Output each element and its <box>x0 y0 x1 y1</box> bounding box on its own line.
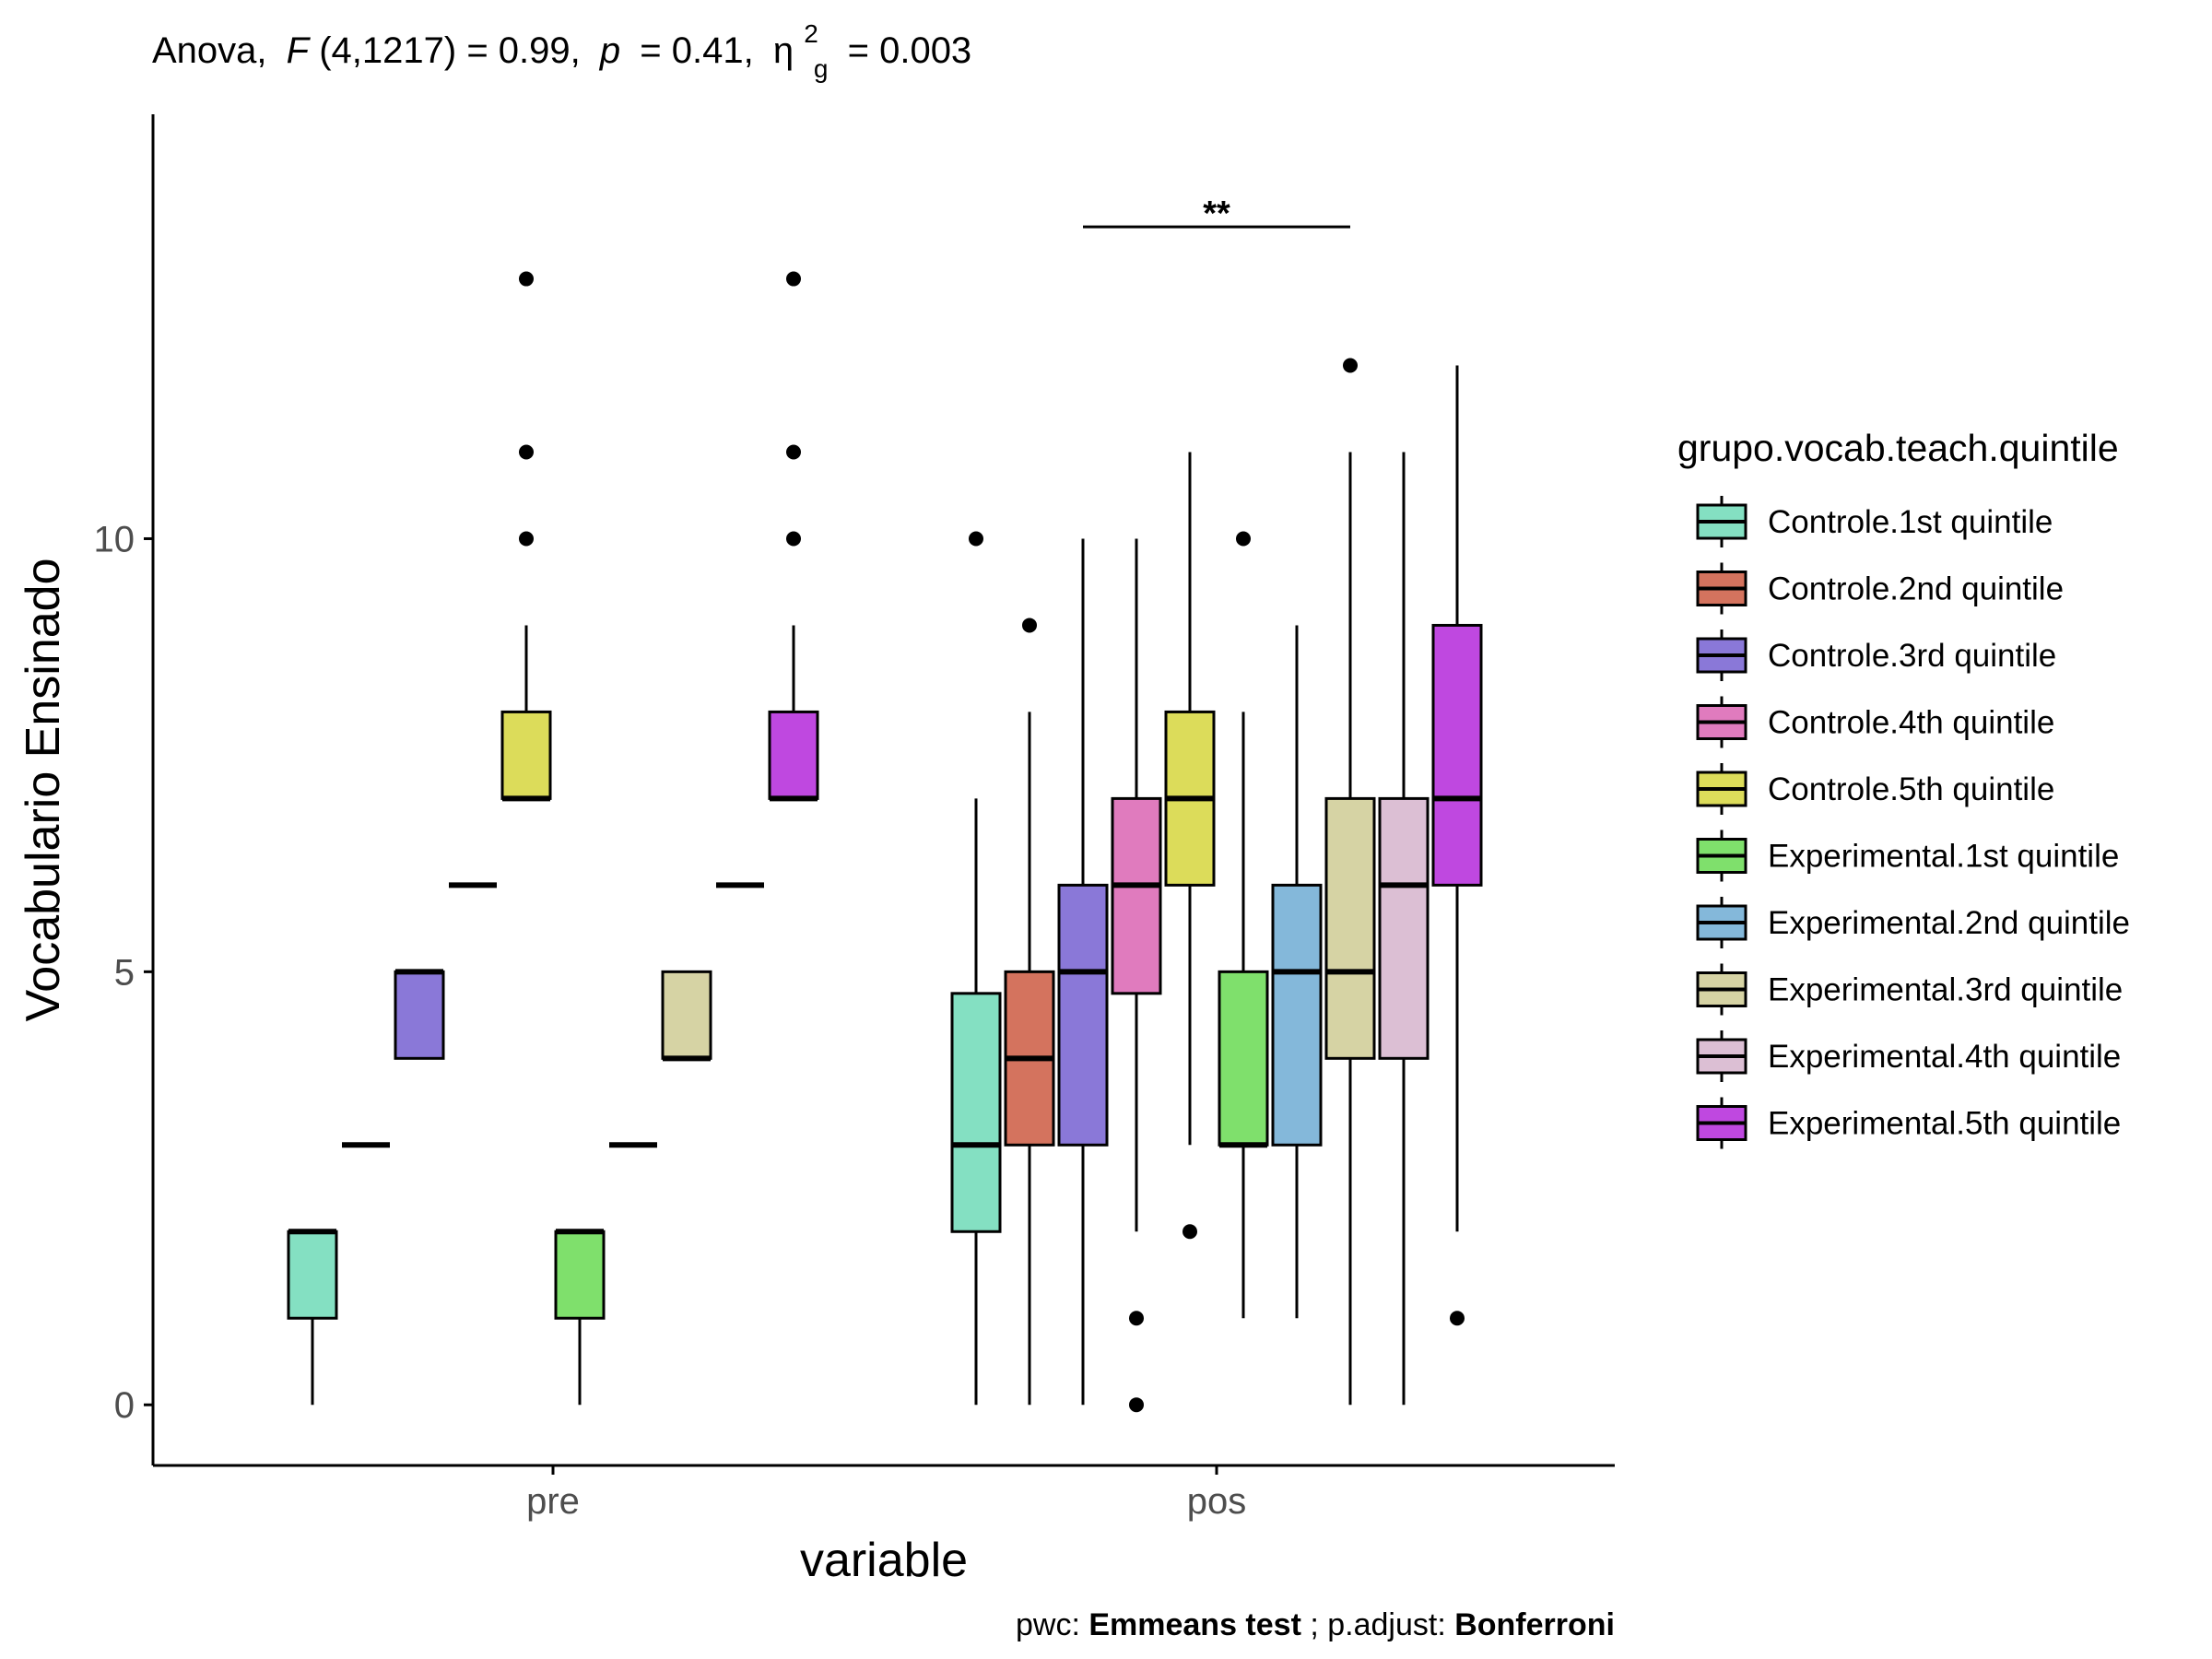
caption: pwc: Emmeans test ; p.adjust: Bonferroni <box>1016 1607 1615 1642</box>
x-tick-label: pos <box>1187 1481 1247 1522</box>
legend-item: Controle.4th quintile <box>1696 696 2054 748</box>
legend-label: Controle.3rd quintile <box>1768 638 2056 674</box>
box-pos-3 <box>1057 538 1109 1406</box>
y-axis-title: Vocabulario Ensinado <box>17 558 70 1021</box>
box-pre-6 <box>554 1229 606 1406</box>
box-body <box>1324 796 1376 1060</box>
box-pos-2 <box>1004 618 1055 1406</box>
outlier-point <box>786 531 801 547</box>
legend: grupo.vocab.teach.quintile Controle.1st … <box>1677 427 2130 1149</box>
legend-label: Controle.2nd quintile <box>1768 571 2064 607</box>
legend-item: Experimental.5th quintile <box>1696 1097 2121 1149</box>
legend-label: Experimental.3rd quintile <box>1768 972 2123 1008</box>
outlier-point <box>786 271 801 287</box>
y-tick-label: 0 <box>114 1385 135 1426</box>
legend-label: Controle.1st quintile <box>1768 504 2053 540</box>
title-prefix: Anova, <box>152 30 267 71</box>
box-body <box>950 992 1002 1233</box>
outlier-point <box>1129 1311 1144 1326</box>
y-tick-label: 10 <box>94 519 135 559</box>
box-body <box>1378 796 1430 1060</box>
box-pre-5 <box>500 271 552 802</box>
caption-sep: ; p.adjust: <box>1310 1607 1454 1642</box>
plot-area: ** <box>287 194 1483 1413</box>
legend-item: Experimental.4th quintile <box>1696 1030 2121 1082</box>
box-pre-8 <box>661 970 712 1062</box>
box-pos-9 <box>1378 452 1430 1406</box>
box-body <box>554 1230 606 1320</box>
outlier-point <box>1450 1311 1465 1326</box>
legend-item: Controle.3rd quintile <box>1696 629 2056 681</box>
box-pos-10 <box>1431 365 1483 1326</box>
box-pre-1 <box>287 1229 338 1406</box>
legend-item: Experimental.2nd quintile <box>1696 897 2130 948</box>
title-f-args: (4,1217) = 0.99, <box>319 30 581 71</box>
caption-adjust-value: Bonferroni <box>1454 1607 1615 1642</box>
box-body <box>1431 623 1483 887</box>
legend-item: Experimental.1st quintile <box>1696 830 2119 882</box>
box-body <box>1111 796 1162 995</box>
box-pos-7 <box>1271 625 1323 1319</box>
legend-item: Experimental.3rd quintile <box>1696 963 2123 1016</box>
outlier-point <box>519 271 534 287</box>
significance-label: ** <box>1203 194 1230 233</box>
outlier-point <box>519 531 534 547</box>
box-pre-3 <box>394 969 445 1060</box>
caption-pwc-value: Emmeans test <box>1088 1607 1301 1642</box>
box-pos-5 <box>1164 452 1216 1240</box>
outlier-point <box>1022 618 1037 633</box>
title-eta-sub: g <box>814 54 829 83</box>
box-body <box>287 1230 338 1320</box>
box-pos-8 <box>1324 358 1376 1406</box>
title-f-symbol: F <box>287 30 312 71</box>
box-pos-1 <box>950 531 1002 1406</box>
outlier-point <box>1343 358 1358 373</box>
outlier-point <box>1236 531 1251 547</box>
box-pos-6 <box>1218 531 1269 1319</box>
legend-label: Experimental.5th quintile <box>1768 1106 2121 1142</box>
y-tick-label: 5 <box>114 952 135 993</box>
legend-label: Experimental.4th quintile <box>1768 1039 2121 1075</box>
caption-pwc-label: pwc: <box>1016 1607 1088 1642</box>
legend-item: Controle.1st quintile <box>1696 496 2053 547</box>
legend-label: Experimental.2nd quintile <box>1768 905 2130 941</box>
x-ticks: pre pos <box>526 1465 1246 1522</box>
box-pos-4 <box>1111 538 1162 1413</box>
outlier-point <box>786 444 801 460</box>
y-ticks: 0 5 10 <box>94 519 153 1426</box>
box-body <box>1271 883 1323 1147</box>
outlier-point <box>519 444 534 460</box>
title-eta-sup: 2 <box>804 19 818 48</box>
legend-title: grupo.vocab.teach.quintile <box>1677 427 2119 469</box>
x-tick-label: pre <box>526 1481 580 1522</box>
title-eta-symbol: η <box>773 30 794 71</box>
title-eta-value: = 0.003 <box>848 30 972 71</box>
outlier-point <box>1182 1224 1197 1240</box>
outlier-point <box>969 531 983 547</box>
outlier-point <box>1129 1397 1144 1413</box>
chart-title: Anova, F (4,1217) = 0.99, p = 0.41, η 2 … <box>152 10 971 86</box>
box-body <box>394 970 445 1060</box>
box-pre-10 <box>768 271 819 802</box>
legend-item: Controle.2nd quintile <box>1696 562 2064 615</box>
box-body <box>768 710 819 800</box>
legend-label: Experimental.1st quintile <box>1768 839 2119 875</box>
x-axis-title: variable <box>800 1534 968 1587</box>
title-p-value: = 0.41, <box>640 30 753 71</box>
legend-label: Controle.4th quintile <box>1768 705 2054 741</box>
legend-label: Controle.5th quintile <box>1768 771 2054 807</box>
title-p-symbol: p <box>599 30 620 71</box>
box-body <box>1218 970 1269 1147</box>
box-body <box>500 710 552 800</box>
box-body <box>1057 883 1109 1147</box>
legend-item: Controle.5th quintile <box>1696 763 2054 815</box>
box-body <box>661 970 712 1060</box>
